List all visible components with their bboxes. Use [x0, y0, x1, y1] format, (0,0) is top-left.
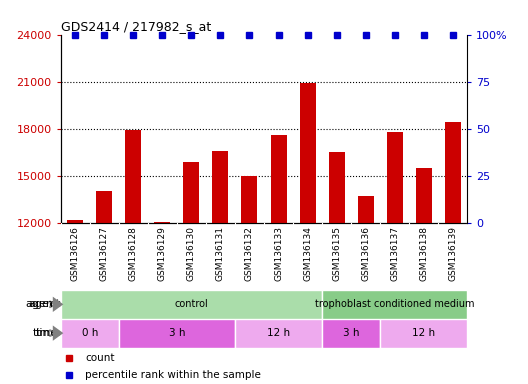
Text: GSM136138: GSM136138 — [419, 226, 428, 281]
Text: GSM136134: GSM136134 — [303, 226, 312, 281]
Text: 12 h: 12 h — [412, 328, 435, 338]
Bar — [241, 176, 258, 223]
Bar — [212, 151, 229, 223]
Bar — [322, 290, 467, 319]
Text: time: time — [35, 328, 61, 338]
Text: GSM136136: GSM136136 — [361, 226, 370, 281]
Text: trophoblast conditioned medium: trophoblast conditioned medium — [315, 299, 475, 310]
Bar — [154, 222, 171, 223]
Bar — [125, 130, 142, 223]
Text: GSM136126: GSM136126 — [71, 226, 80, 281]
Bar — [183, 162, 200, 223]
Bar — [235, 319, 322, 348]
Bar — [357, 196, 374, 223]
Text: GSM136133: GSM136133 — [274, 226, 283, 281]
Bar — [119, 319, 235, 348]
Bar — [270, 135, 287, 223]
Bar — [445, 122, 461, 223]
Bar — [67, 220, 83, 223]
Text: GSM136129: GSM136129 — [158, 226, 167, 281]
Text: GSM136128: GSM136128 — [129, 226, 138, 281]
Bar — [380, 319, 467, 348]
Text: percentile rank within the sample: percentile rank within the sample — [85, 370, 261, 380]
Bar — [61, 290, 322, 319]
Text: GSM136131: GSM136131 — [216, 226, 225, 281]
Text: GSM136132: GSM136132 — [245, 226, 254, 281]
Bar — [322, 319, 380, 348]
Text: GSM136127: GSM136127 — [100, 226, 109, 281]
Text: GDS2414 / 217982_s_at: GDS2414 / 217982_s_at — [61, 20, 211, 33]
Bar — [416, 168, 432, 223]
Text: 3 h: 3 h — [343, 328, 360, 338]
Text: GSM136130: GSM136130 — [187, 226, 196, 281]
Text: 0 h: 0 h — [81, 328, 98, 338]
Bar — [328, 152, 345, 223]
Text: time: time — [33, 328, 58, 338]
Text: GSM136139: GSM136139 — [448, 226, 457, 281]
Text: GSM136137: GSM136137 — [390, 226, 399, 281]
Text: agent: agent — [29, 299, 61, 310]
Text: control: control — [175, 299, 208, 310]
Text: count: count — [85, 353, 115, 363]
Text: agent: agent — [26, 299, 58, 310]
Bar — [61, 319, 119, 348]
Text: 3 h: 3 h — [168, 328, 185, 338]
Text: GSM136135: GSM136135 — [332, 226, 341, 281]
Text: 12 h: 12 h — [267, 328, 290, 338]
Bar — [386, 132, 403, 223]
Bar — [299, 83, 316, 223]
Bar — [96, 191, 112, 223]
